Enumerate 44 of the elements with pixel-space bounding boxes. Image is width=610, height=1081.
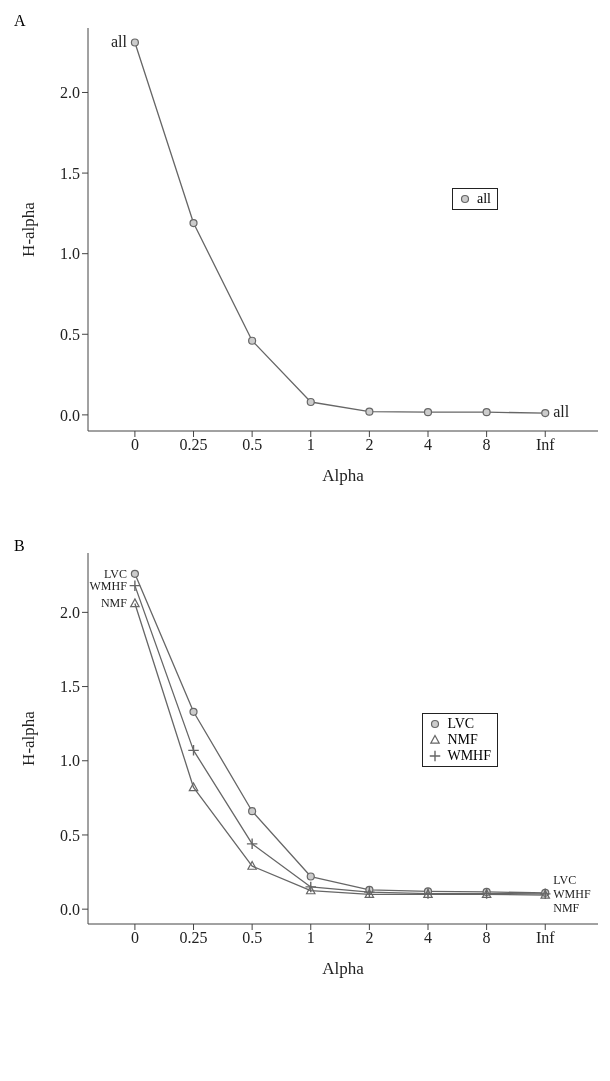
chart-title: B xyxy=(14,537,25,555)
x-tick-label: 2 xyxy=(365,929,374,947)
legend-label: WMHF xyxy=(447,748,491,764)
annotation: all xyxy=(553,403,570,421)
x-tick-label: 4 xyxy=(424,929,432,947)
x-tick-label: 8 xyxy=(482,929,491,947)
y-tick-label: 1.0 xyxy=(60,245,80,263)
x-tick-label: 0.25 xyxy=(179,929,208,947)
y-tick-label: 0.5 xyxy=(60,325,80,343)
annotation: WMHF xyxy=(553,886,591,901)
x-axis-title: Alpha xyxy=(322,466,365,485)
x-tick-label: 1 xyxy=(306,929,315,947)
x-tick-label: 0 xyxy=(130,929,139,947)
x-tick-label: 0.25 xyxy=(179,436,208,454)
y-tick-label: 2.0 xyxy=(60,604,80,622)
x-tick-label: 0.5 xyxy=(242,436,263,454)
legend-label: all xyxy=(477,191,491,207)
y-tick-label: 0.0 xyxy=(60,406,80,424)
x-axis-title: Alpha xyxy=(322,959,365,978)
x-tick-label: 1 xyxy=(306,436,315,454)
annotation: NMF xyxy=(100,596,128,611)
legend-label: NMF xyxy=(447,732,478,748)
x-tick-label: 0 xyxy=(130,436,139,454)
y-tick-label: 1.5 xyxy=(60,678,80,696)
annotation: WMHF xyxy=(89,578,128,593)
chart-title: A xyxy=(14,12,26,30)
y-axis-title: H-alpha xyxy=(19,710,39,766)
legend-label: LVC xyxy=(447,716,475,732)
annotation: all xyxy=(110,32,128,50)
y-tick-label: 1.0 xyxy=(60,752,80,770)
annotation: NMF xyxy=(553,901,580,916)
x-tick-label: 0.5 xyxy=(242,929,263,947)
y-tick-label: 1.5 xyxy=(60,164,80,182)
annotation: LVC xyxy=(103,566,127,581)
y-axis-title: H-alpha xyxy=(19,201,39,257)
annotation: LVC xyxy=(553,872,577,887)
y-tick-label: 0.0 xyxy=(60,900,80,918)
x-tick-label: Inf xyxy=(535,929,556,947)
y-tick-label: 0.5 xyxy=(60,826,80,844)
x-tick-label: 8 xyxy=(482,436,491,454)
x-tick-label: Inf xyxy=(535,436,556,454)
x-tick-label: 2 xyxy=(365,436,374,454)
y-tick-label: 2.0 xyxy=(60,84,80,102)
x-tick-label: 4 xyxy=(424,436,432,454)
